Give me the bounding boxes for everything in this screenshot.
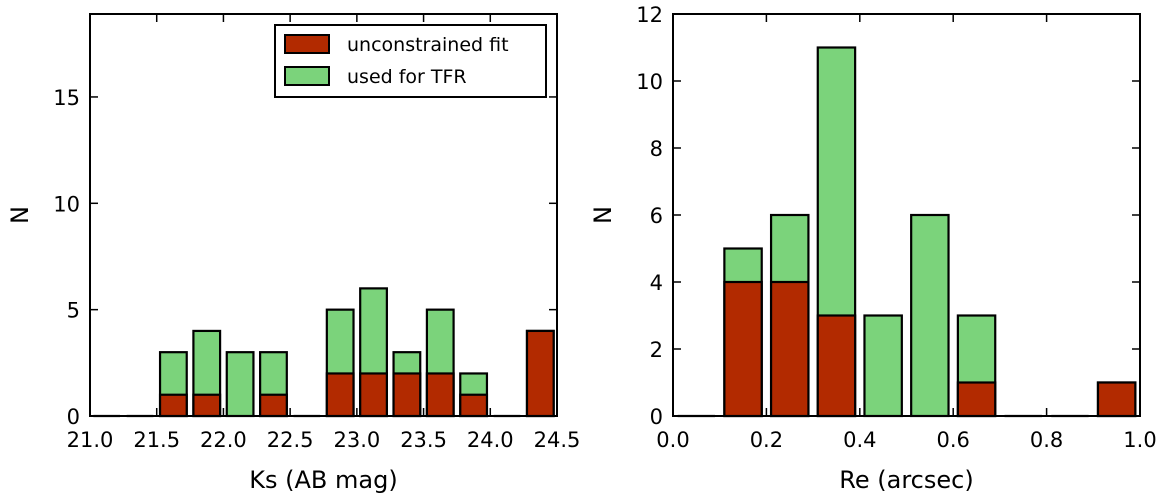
x-tick-label: 0.6 — [936, 428, 969, 452]
bar-used-for-tfr — [863, 314, 903, 418]
bar-unconstrained-fit — [425, 372, 455, 418]
bar-unconstrained-fit — [956, 381, 997, 418]
x-tick-label: 0.8 — [1030, 428, 1063, 452]
x-axis-label: Ks (AB mag) — [249, 466, 397, 494]
legend-swatch-used — [284, 66, 330, 86]
y-tick-label: 2 — [650, 338, 663, 362]
x-tick-label: 24.0 — [467, 428, 514, 452]
y-tick-label: 8 — [650, 137, 663, 161]
bar-unconstrained-fit — [816, 314, 857, 418]
x-tick-label: 23.5 — [400, 428, 447, 452]
y-tick-label: 10 — [636, 70, 663, 94]
legend-swatch-unconstrained — [284, 34, 330, 54]
x-tick-label: 0.4 — [843, 428, 876, 452]
bar-unconstrained-fit — [392, 372, 422, 418]
legend-label-used: used for TFR — [347, 66, 467, 88]
x-tick-label: 22.5 — [267, 428, 314, 452]
bar-unconstrained-fit — [525, 329, 555, 418]
x-tick-label: 21.5 — [133, 428, 180, 452]
x-tick-label: 0.0 — [656, 428, 689, 452]
legend-label-unconstrained: unconstrained fit — [347, 34, 509, 56]
x-tick-label: 1.0 — [1123, 428, 1156, 452]
x-tick-label: 22.0 — [200, 428, 247, 452]
bar-unconstrained-fit — [1096, 381, 1137, 418]
bar-unconstrained-fit — [259, 393, 288, 418]
bar-unconstrained-fit — [325, 372, 355, 418]
bar-unconstrained-fit — [769, 280, 810, 418]
re-histogram-panel: 0.0 0.2 0.4 0.6 0.8 1.0 0 2 4 6 8 10 12 Re (arcsec) N — [589, 3, 1157, 494]
y-axis-label: N — [589, 206, 617, 224]
axes-frame — [89, 13, 558, 417]
y-tick-label: 10 — [53, 192, 80, 216]
bar-unconstrained-fit — [723, 280, 763, 418]
bar-unconstrained-fit — [459, 393, 489, 418]
bar-unconstrained-fit — [192, 393, 222, 418]
y-tick-label: 4 — [650, 271, 663, 295]
ks-histogram-panel: 21.0 21.5 22.0 22.5 23.0 23.5 24.0 24.5 0 5 10 15 Ks… — [6, 13, 581, 494]
y-tick-label: 6 — [650, 204, 663, 228]
y-tick-label: 0 — [67, 405, 80, 429]
y-axis-label: N — [6, 206, 34, 224]
x-tick-label: 24.5 — [534, 428, 581, 452]
bar-used-for-tfr — [910, 213, 950, 418]
x-tick-label: 21.0 — [67, 428, 114, 452]
x-tick-label: 23.0 — [333, 428, 380, 452]
y-tick-label: 15 — [53, 86, 80, 110]
x-axis-label: Re (arcsec) — [839, 466, 973, 494]
bar-used-for-tfr — [225, 351, 255, 418]
bar-unconstrained-fit — [359, 372, 388, 418]
y-tick-label: 5 — [67, 299, 80, 323]
y-tick-label: 0 — [650, 405, 663, 429]
y-tick-label: 12 — [636, 3, 663, 27]
x-tick-label: 0.2 — [750, 428, 783, 452]
bar-unconstrained-fit — [158, 393, 188, 418]
